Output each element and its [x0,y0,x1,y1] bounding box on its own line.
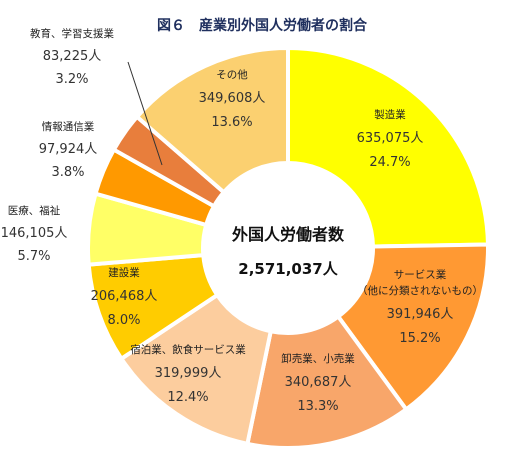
chart-title: 図６ 産業別外国人労働者の割合 [157,17,368,34]
slice-2-name-line2-label: （他に分類されないもの） [357,284,483,297]
slices-group [86,45,491,450]
slice-4-name-label: 宿泊業、飲食サービス業 [130,343,246,356]
slice-8-name-label: 教育、学習支援業 [30,27,114,40]
center-label: 外国人労働者数 [231,225,345,244]
center-value: 2,571,037人 [238,260,338,278]
slice-2-percent-label: 15.2% [399,331,440,346]
donut-hole [203,163,373,333]
slice-1-percent-label: 24.7% [369,155,410,170]
slice-9-value-label: 349,608人 [199,91,266,106]
slice-5-percent-label: 8.0% [107,313,140,328]
slice-8-percent-label: 3.2% [55,72,88,87]
slice-2-value-label: 391,946人 [387,307,454,322]
leader-line [127,61,163,166]
slice-6-value-label: 146,105人 [1,226,68,241]
slice-7-percent-label: 3.8% [51,165,84,180]
slice-5-name-label: 建設業 [108,266,140,279]
slice-9-name-label: その他 [216,68,248,81]
slice-4-percent-label: 12.4% [167,390,208,405]
slice-6-name-label: 医療、福祉 [8,204,61,217]
slice-3-name-label: 卸売業、小売業 [281,352,355,365]
slice-7-name-label: 情報通信業 [42,120,95,133]
slice-3-percent-label: 13.3% [297,399,338,414]
slice-5-value-label: 206,468人 [91,289,158,304]
slice-1-name-label: 製造業 [374,108,406,121]
slice-6-percent-label: 5.7% [17,249,50,264]
slice-1-value-label: 635,075人 [357,131,424,146]
slice-9-percent-label: 13.6% [211,115,252,130]
labels-group: 製造業 635,075人 24.7% サービス業 （他に分類されないもの） 391,946… [1,27,483,414]
slice-3-value-label: 340,687人 [285,375,352,390]
slice-8-value-label: 83,225人 [43,49,102,64]
slice-2-name-label: サービス業 [394,268,447,281]
slice-7-value-label: 97,924人 [39,142,98,157]
slice-4-value-label: 319,999人 [155,366,222,381]
